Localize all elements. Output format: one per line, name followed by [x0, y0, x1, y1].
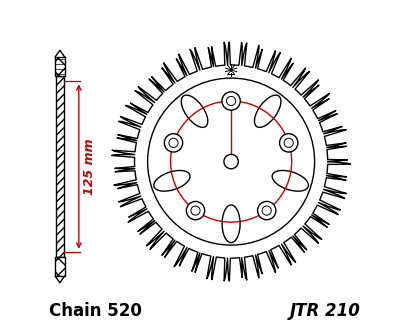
Text: JTR 210: JTR 210: [290, 302, 360, 320]
Text: 125 mm: 125 mm: [83, 138, 96, 195]
Bar: [55, 57, 64, 77]
Circle shape: [258, 201, 276, 220]
Bar: [56, 77, 64, 256]
Circle shape: [230, 68, 233, 72]
Circle shape: [226, 97, 236, 106]
Circle shape: [191, 206, 200, 215]
Ellipse shape: [222, 205, 240, 243]
Bar: [55, 256, 64, 276]
Ellipse shape: [154, 170, 190, 191]
Text: Chain 520: Chain 520: [49, 302, 142, 320]
Text: 153 mm: 153 mm: [192, 166, 254, 180]
Circle shape: [222, 92, 240, 110]
Circle shape: [186, 201, 205, 220]
Bar: [56, 77, 64, 256]
Circle shape: [262, 206, 271, 215]
Text: 8.5: 8.5: [234, 111, 254, 124]
Bar: [55, 57, 64, 77]
Ellipse shape: [254, 95, 281, 128]
Circle shape: [280, 134, 298, 152]
Circle shape: [148, 78, 315, 245]
Ellipse shape: [181, 95, 208, 128]
Circle shape: [164, 134, 183, 152]
Circle shape: [224, 155, 238, 169]
Bar: [55, 256, 64, 276]
Circle shape: [284, 138, 293, 148]
Ellipse shape: [272, 170, 308, 191]
Circle shape: [169, 138, 178, 148]
